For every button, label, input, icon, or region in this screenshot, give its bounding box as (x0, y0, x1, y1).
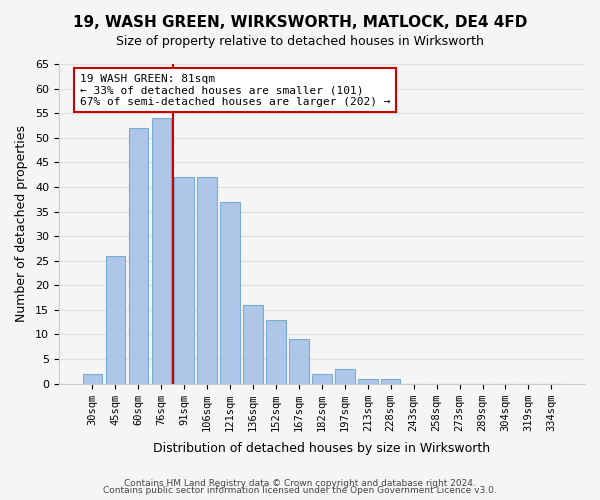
Text: 19 WASH GREEN: 81sqm
← 33% of detached houses are smaller (101)
67% of semi-deta: 19 WASH GREEN: 81sqm ← 33% of detached h… (80, 74, 391, 107)
Text: Contains HM Land Registry data © Crown copyright and database right 2024.: Contains HM Land Registry data © Crown c… (124, 478, 476, 488)
Y-axis label: Number of detached properties: Number of detached properties (15, 126, 28, 322)
Bar (83, 374, 102, 384)
Bar (358, 378, 377, 384)
Bar (220, 202, 240, 384)
Bar (266, 320, 286, 384)
Bar (244, 305, 263, 384)
Bar (128, 128, 148, 384)
Bar (106, 256, 125, 384)
Bar (335, 369, 355, 384)
Bar (312, 374, 332, 384)
X-axis label: Distribution of detached houses by size in Wirksworth: Distribution of detached houses by size … (154, 442, 490, 455)
Text: Contains public sector information licensed under the Open Government Licence v3: Contains public sector information licen… (103, 486, 497, 495)
Text: Size of property relative to detached houses in Wirksworth: Size of property relative to detached ho… (116, 35, 484, 48)
Bar (152, 118, 171, 384)
Text: 19, WASH GREEN, WIRKSWORTH, MATLOCK, DE4 4FD: 19, WASH GREEN, WIRKSWORTH, MATLOCK, DE4… (73, 15, 527, 30)
Bar (197, 177, 217, 384)
Bar (381, 378, 400, 384)
Bar (289, 340, 309, 384)
Bar (175, 177, 194, 384)
